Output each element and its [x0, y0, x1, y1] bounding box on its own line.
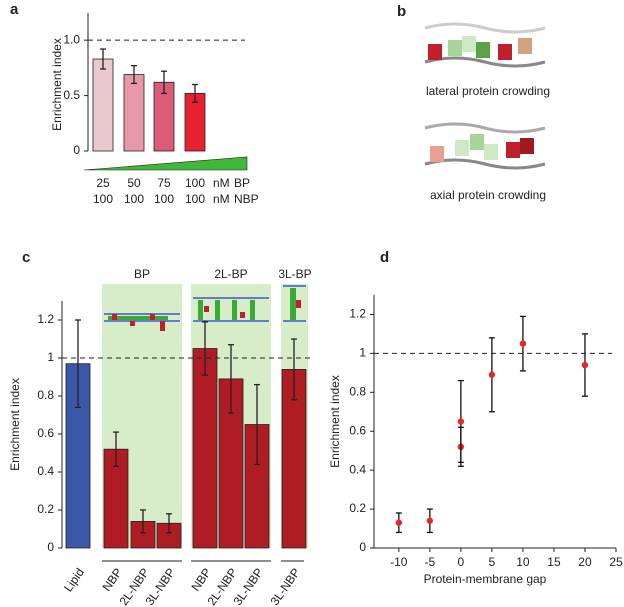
y-axis-label: Enrichment index [50, 38, 64, 131]
membrane [424, 122, 546, 134]
x-tick-label: 25 [609, 555, 623, 569]
y-tick-label: 1 [359, 346, 366, 360]
bar [123, 74, 145, 152]
y-tick-label: 1 [47, 350, 54, 364]
y-tick-label: 0 [73, 143, 80, 157]
y-tick-label: 0.6 [349, 423, 366, 437]
protein [520, 138, 534, 154]
concentration: 100 [185, 176, 205, 190]
x-tick-label: -5 [425, 555, 436, 569]
protein-label: BP [234, 176, 250, 190]
x-tick-label: 5 [489, 555, 496, 569]
y-axis-label: Enrichment index [8, 378, 22, 471]
concentration: 75 [157, 176, 171, 190]
y-tick-label: 0.4 [349, 462, 366, 476]
x-tick-label: -10 [390, 555, 408, 569]
concentration: 100 [154, 192, 174, 206]
y-tick-label: 0.6 [37, 426, 54, 440]
protein [455, 140, 469, 156]
caption: lateral protein crowding [426, 84, 550, 98]
protein [498, 44, 512, 60]
concentration: 25 [96, 176, 110, 190]
data-point [488, 371, 496, 378]
protein [470, 134, 484, 150]
protein [462, 36, 476, 52]
y-tick-label: 0.2 [37, 502, 54, 516]
x-tick-label: NBP [188, 566, 214, 594]
y-tick-label: 0.4 [37, 464, 54, 478]
protein [430, 146, 444, 162]
protein [448, 40, 462, 56]
data-point [457, 418, 465, 425]
group-label: BP [134, 267, 150, 281]
protein [518, 38, 532, 54]
x-tick-label: 0 [458, 555, 465, 569]
concentration: 50 [127, 176, 141, 190]
data-point [395, 519, 403, 526]
x-axis-label: Protein-membrane gap [424, 572, 547, 586]
y-tick-label: 0.2 [349, 501, 366, 515]
x-tick-label: NBP [99, 566, 125, 594]
y-tick-label: 1.2 [349, 307, 366, 321]
group-label: 2L-BP [214, 267, 247, 281]
gradient-wedge [83, 156, 248, 171]
concentration: 100 [185, 192, 205, 206]
y-tick-label: 0.5 [63, 88, 80, 102]
concentration: 100 [93, 192, 113, 206]
y-tick-label: 0 [359, 540, 366, 554]
protein [428, 44, 442, 60]
protein [484, 144, 498, 160]
membrane [424, 56, 546, 68]
y-axis-label: Enrichment index [328, 375, 342, 468]
x-tick-label: Lipid [61, 566, 87, 595]
data-point [426, 517, 434, 524]
x-tick-label: 15 [547, 555, 561, 569]
protein-label: NBP [234, 192, 259, 206]
concentration: 100 [124, 192, 144, 206]
membrane-icons [104, 285, 306, 331]
protein [476, 42, 490, 58]
y-tick-label: 1.2 [37, 312, 54, 326]
bar [92, 58, 114, 152]
panel-label: d [380, 249, 389, 266]
panel-label: a [10, 1, 19, 18]
y-tick-label: 0.8 [37, 388, 54, 402]
y-tick-label: 1.0 [63, 32, 80, 46]
x-tick-label: 20 [578, 555, 592, 569]
membrane [424, 22, 546, 34]
data-point [519, 340, 527, 347]
unit: nM [213, 192, 230, 206]
panel-label: c [22, 249, 30, 266]
x-tick-label: 3L-NBP [267, 566, 303, 607]
panel-b: b lateral protein crowding axial protein… [397, 3, 550, 202]
caption: axial protein crowding [430, 188, 546, 202]
panel-label: b [397, 3, 406, 20]
bar [192, 348, 218, 549]
y-tick-label: 0 [47, 540, 54, 554]
group-label: 3L-BP [278, 267, 311, 281]
x-tick-label: 10 [516, 555, 530, 569]
unit: nM [213, 176, 230, 190]
data-point [581, 361, 589, 369]
protein [506, 142, 520, 158]
y-tick-label: 0.8 [349, 384, 366, 398]
